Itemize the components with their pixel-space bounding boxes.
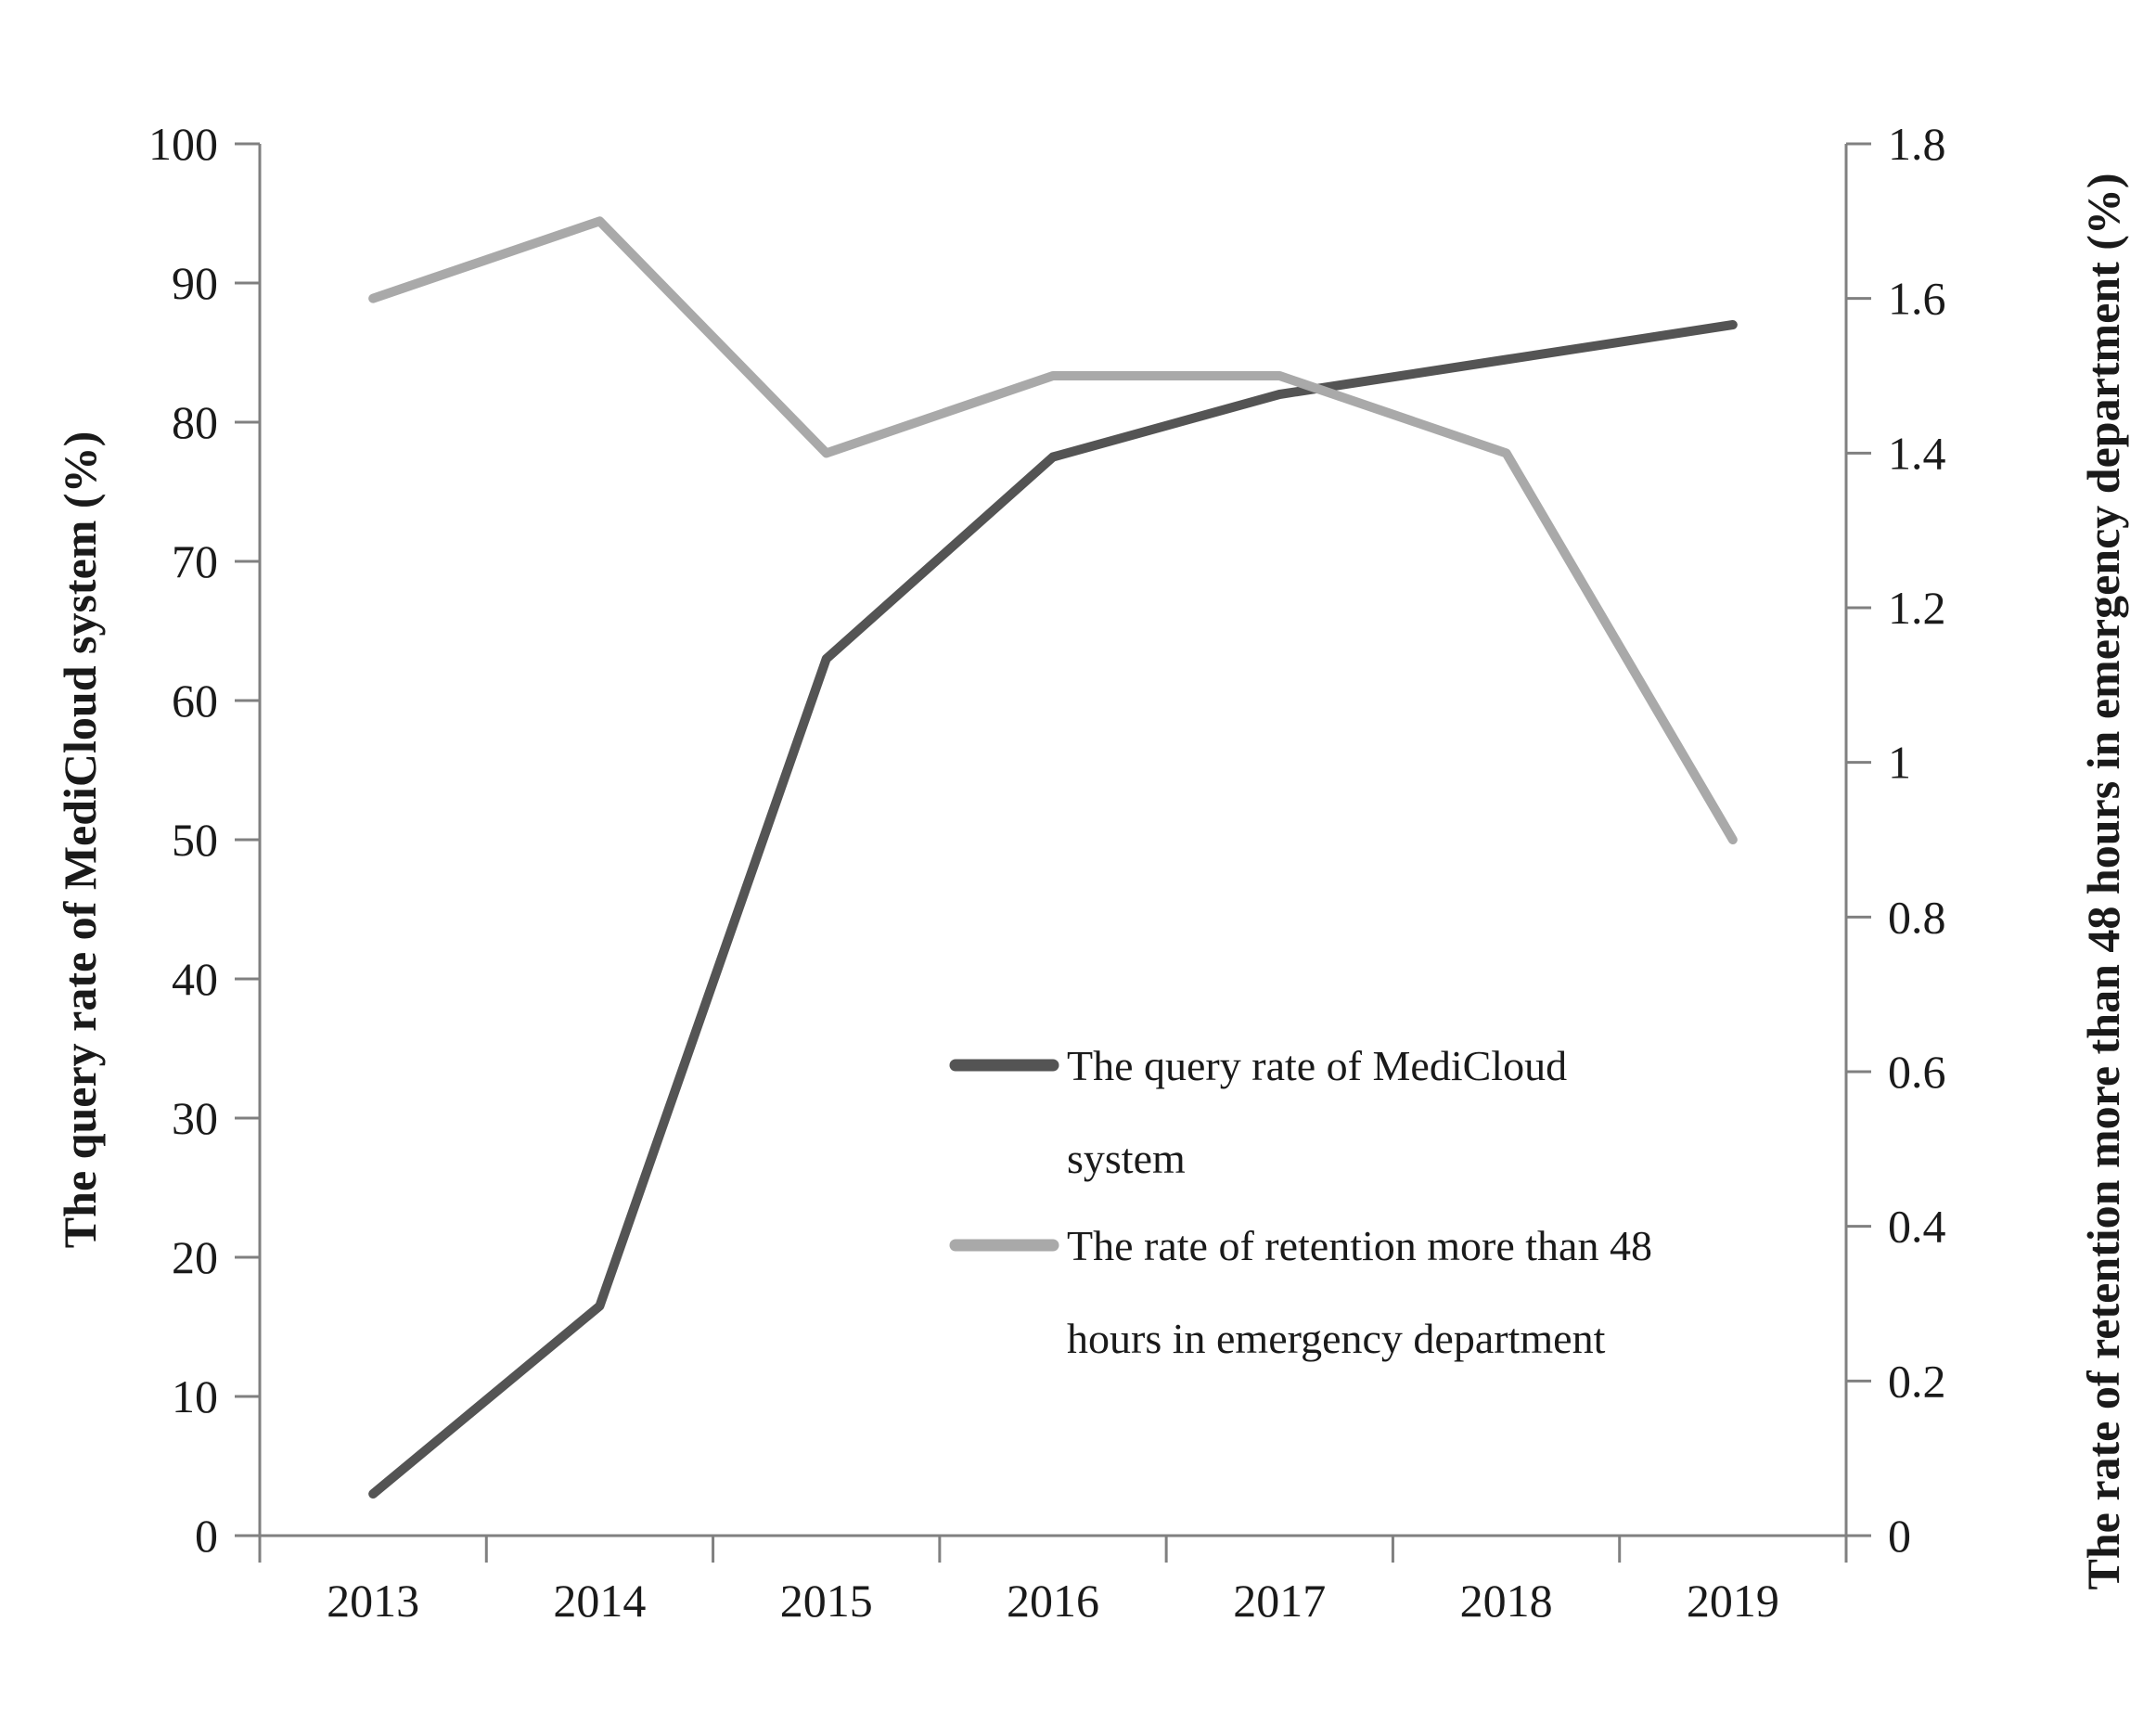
legend: The query rate of MediCloud system The rat… (949, 1042, 1652, 1362)
retention-rate-line (368, 216, 1738, 844)
left-axis-tick-label: 20 (172, 1231, 218, 1283)
x-axis-tick-label: 2014 (553, 1575, 646, 1627)
right-axis-tick-label: 1 (1888, 737, 1911, 789)
left-axis-tick-label: 100 (148, 118, 218, 170)
x-axis: 2013 2014 2015 2016 2017 2018 2019 (258, 1536, 1848, 1627)
legend-item: The query rate of MediCloud system (949, 1042, 1567, 1182)
query-rate-line (368, 320, 1738, 1499)
x-axis-tick-label: 2019 (1687, 1575, 1779, 1627)
right-axis-tick-label: 0.2 (1888, 1355, 1946, 1407)
left-axis-title: The query rate of MediCloud system (%) (54, 431, 106, 1248)
left-axis-tick-label: 30 (172, 1092, 218, 1144)
left-axis-tick-label: 10 (172, 1370, 218, 1422)
right-axis-tick-label: 0 (1888, 1510, 1911, 1562)
left-axis-tick-label: 90 (172, 257, 218, 309)
x-axis-tick-label: 2017 (1233, 1575, 1326, 1627)
left-axis-tick-label: 40 (172, 953, 218, 1005)
right-axis-tick-label: 0.8 (1888, 891, 1946, 943)
legend-label-line: The query rate of MediCloud (1067, 1042, 1567, 1089)
x-axis-tick-label: 2015 (780, 1575, 873, 1627)
left-axis-tick-label: 50 (172, 814, 218, 866)
right-axis-tick-label: 0.6 (1888, 1046, 1946, 1098)
x-axis-tick-label: 2016 (1007, 1575, 1099, 1627)
x-axis-tick-label: 2018 (1460, 1575, 1553, 1627)
right-axis-tick-label: 1.4 (1888, 427, 1946, 479)
right-axis-tick-label: 1.2 (1888, 582, 1946, 634)
right-axis-tick-label: 0.4 (1888, 1201, 1946, 1253)
legend-label-line: The rate of retention more than 48 (1067, 1222, 1652, 1269)
left-axis-tick-label: 0 (195, 1510, 218, 1562)
right-axis: 1.8 1.6 1.4 1.2 1 0.8 0.6 0.4 0.2 0 (1846, 118, 1946, 1562)
left-axis-tick-label: 80 (172, 396, 218, 448)
legend-label-line: system (1067, 1135, 1186, 1182)
left-axis-tick-label: 60 (172, 675, 218, 727)
left-axis-tick-label: 70 (172, 535, 218, 587)
x-axis-tick-label: 2013 (327, 1575, 419, 1627)
legend-label-line: hours in emergency department (1067, 1315, 1606, 1362)
right-axis-title: The rate of retention more than 48 hours… (2077, 173, 2129, 1589)
right-axis-tick-label: 1.6 (1888, 273, 1946, 325)
legend-item: The rate of retention more than 48 hours … (949, 1222, 1652, 1362)
right-axis-tick-label: 1.8 (1888, 118, 1946, 170)
